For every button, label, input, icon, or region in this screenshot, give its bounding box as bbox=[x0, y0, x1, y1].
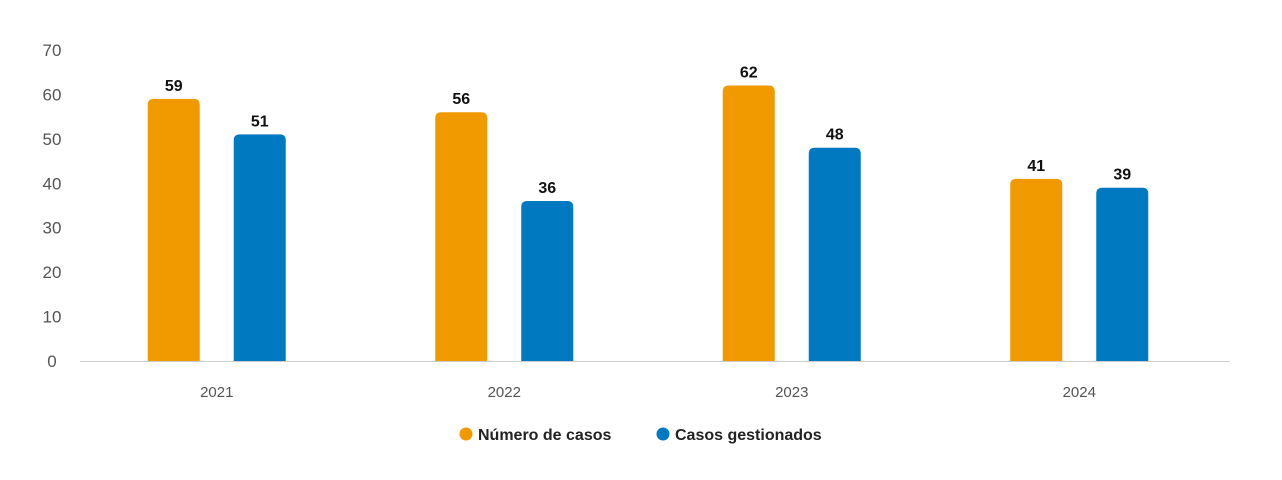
legend: Número de casos Casos gestionados bbox=[459, 427, 822, 444]
data-label: 62 bbox=[740, 65, 758, 82]
bar-numero-de-casos-2021 bbox=[147, 98, 200, 361]
data-label: 39 bbox=[1113, 167, 1131, 184]
data-label: 51 bbox=[251, 113, 269, 130]
y-tick-label: 70 bbox=[43, 41, 62, 60]
y-tick-label: 0 bbox=[47, 352, 56, 371]
data-label: 59 bbox=[165, 78, 183, 95]
bar-numero-de-casos-2022 bbox=[435, 112, 488, 361]
y-tick-label: 50 bbox=[43, 130, 62, 149]
y-tick-label: 40 bbox=[43, 174, 62, 193]
x-category-label: 2022 bbox=[488, 384, 521, 401]
x-category-label: 2024 bbox=[1063, 384, 1096, 401]
y-tick-label: 60 bbox=[43, 85, 62, 104]
bar-casos-gestionados-2021 bbox=[233, 134, 286, 361]
y-axis: 0 10 20 30 40 50 60 70 bbox=[43, 41, 62, 371]
bar-casos-gestionados-2024 bbox=[1096, 187, 1149, 361]
y-tick-label: 30 bbox=[43, 219, 62, 238]
bar-numero-de-casos-2024 bbox=[1010, 178, 1063, 361]
legend-label: Número de casos bbox=[478, 427, 611, 444]
data-label: 36 bbox=[538, 180, 556, 197]
bar-casos-gestionados-2022 bbox=[521, 201, 574, 361]
legend-label: Casos gestionados bbox=[675, 427, 822, 444]
y-tick-label: 20 bbox=[43, 263, 62, 282]
bar-casos-gestionados-2023 bbox=[808, 147, 861, 361]
x-category-label: 2021 bbox=[200, 384, 233, 401]
legend-marker bbox=[656, 427, 670, 441]
data-label: 56 bbox=[452, 91, 470, 108]
bars: 59 51 56 36 62 48 41 39 bbox=[147, 65, 1149, 362]
bar-numero-de-casos-2023 bbox=[722, 85, 775, 362]
data-label: 48 bbox=[826, 127, 844, 144]
y-tick-label: 10 bbox=[43, 308, 62, 327]
x-axis: 2021 2022 2023 2024 bbox=[200, 384, 1096, 401]
legend-marker bbox=[459, 427, 473, 441]
x-category-label: 2023 bbox=[775, 384, 808, 401]
data-label: 41 bbox=[1027, 158, 1045, 175]
